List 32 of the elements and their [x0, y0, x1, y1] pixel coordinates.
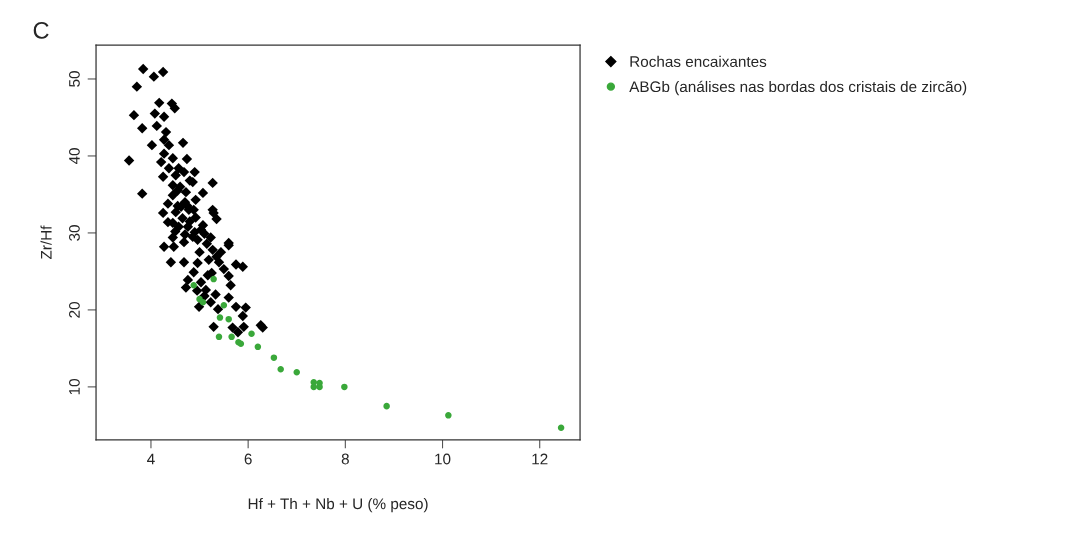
x-axis-title: Hf + Th + Nb + U (% peso): [248, 497, 428, 513]
y-tick-label: 50: [69, 71, 80, 87]
x-tick-label: 10: [435, 453, 451, 465]
y-tick-label: 40: [69, 148, 80, 165]
y-axis-title: Zr/Hf: [40, 225, 52, 260]
point: [383, 402, 390, 410]
point: [254, 343, 262, 351]
point: [557, 424, 565, 431]
point: [216, 314, 224, 321]
legend-label: ABGb (análises nas bordas dos cristais de zircão): [629, 80, 967, 96]
legend-label: Rochas encaixantes: [630, 55, 767, 68]
text: C: [33, 22, 49, 39]
point: [277, 365, 284, 373]
point: [270, 354, 278, 361]
point: [190, 282, 197, 289]
point: [248, 330, 255, 338]
y-tick-label: 20: [69, 302, 80, 318]
y-tick-label: 30: [69, 225, 80, 241]
point: [341, 383, 348, 391]
point: [225, 315, 232, 323]
x-tick-label: 6: [244, 453, 252, 465]
point: [445, 412, 452, 419]
point: [215, 333, 223, 341]
x-tick-label: 12: [532, 453, 548, 465]
point: [228, 333, 235, 341]
point: [210, 275, 217, 283]
y-tick-label: 10: [69, 378, 80, 395]
point: [293, 369, 300, 376]
x-tick-label: 4: [147, 453, 155, 465]
x-tick-label: 8: [341, 453, 349, 465]
point: [199, 298, 207, 306]
point: [220, 302, 228, 309]
